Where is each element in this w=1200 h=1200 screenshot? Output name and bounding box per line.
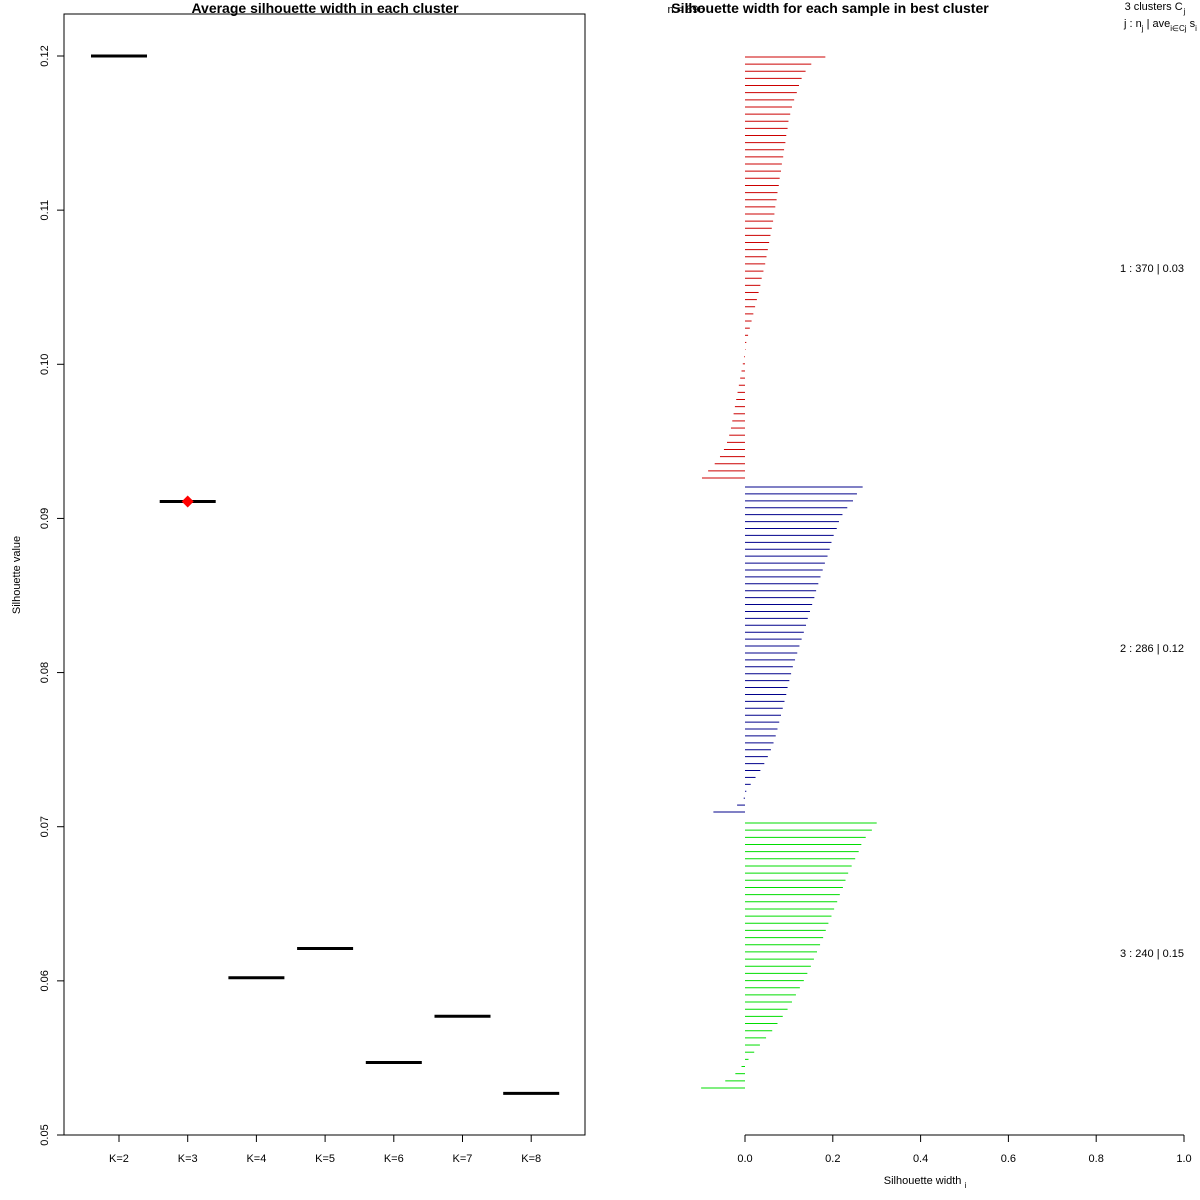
legend-entry-cluster-1: 1 : 370 | 0.03: [1120, 263, 1184, 275]
legend-entries: 1 : 370 | 0.03 2 : 286 | 0.12 3 : 240 | 0.…: [1120, 263, 1184, 960]
left-y-tick-label: 0.08: [39, 662, 51, 683]
legend-header-line2-sub3: i: [1195, 24, 1197, 33]
left-y-axis-label: Silhouette value: [11, 536, 23, 614]
left-y-tick-label: 0.11: [39, 200, 51, 221]
right-x-tick-label: 1.0: [1176, 1153, 1191, 1165]
legend-entry-cluster-3: 3 : 240 | 0.15: [1120, 948, 1184, 960]
left-x-tick-label: K=4: [246, 1153, 266, 1165]
right-chart-title: Silhouette width for each sample in best…: [671, 0, 989, 16]
left-y-tick-label: 0.07: [39, 816, 51, 837]
legend-header-line2: j : nj | avei∈Cj si: [1123, 18, 1197, 33]
legend-header-line2-sub2: i∈Cj: [1170, 24, 1187, 33]
right-x-tick-label: 0.4: [913, 1153, 928, 1165]
left-y-tick-label: 0.06: [39, 970, 51, 991]
left-x-tick-label: K=5: [315, 1153, 335, 1165]
right-chart-subtitle: n = 896: [667, 4, 704, 16]
legend-header-line2-suffix: s: [1187, 18, 1196, 30]
left-chart-marks: [91, 54, 560, 1095]
right-x-axis: 0.0 0.2 0.4 0.6 0.8 1.0: [737, 1134, 1192, 1165]
left-y-tick-label: 0.09: [39, 508, 51, 529]
legend-entry-cluster-2: 2 : 286 | 0.12: [1120, 643, 1184, 655]
left-chart-title: Average silhouette width in each cluster: [191, 0, 459, 16]
right-x-tick-label: 0.0: [737, 1153, 752, 1165]
left-x-tick-label: K=8: [521, 1153, 541, 1165]
cluster-legend: 3 clusters Cj j : nj | avei∈Cj si 1 : 37…: [1120, 1, 1197, 960]
legend-header-line2-sub: j: [1141, 24, 1144, 33]
right-x-axis-label-main: Silhouette width: [884, 1175, 962, 1187]
left-x-tick-label: K=6: [384, 1153, 404, 1165]
legend-header-line1-text: 3 clusters C: [1125, 1, 1183, 13]
left-x-tick-label: K=3: [178, 1153, 198, 1165]
average-silhouette-chart: Average silhouette width in each cluster…: [11, 0, 586, 1165]
sample-silhouette-chart: Silhouette width for each sample in best…: [667, 0, 1197, 1190]
left-x-axis: K=2 K=3 K=4 K=5 K=6 K=7 K=8: [109, 1135, 541, 1165]
left-y-axis: 0.05 0.06 0.07 0.08 0.09 0.10 0.11 0.12: [39, 45, 65, 1146]
left-x-tick-label: K=7: [453, 1153, 473, 1165]
right-x-tick-label: 0.8: [1089, 1153, 1104, 1165]
best-k-diamond-marker: [181, 495, 194, 508]
legend-header-line1-sub: j: [1183, 7, 1186, 16]
right-chart-bars: [701, 56, 877, 1089]
left-x-tick-label: K=2: [109, 1153, 129, 1165]
right-x-tick-label: 0.6: [1001, 1153, 1016, 1165]
right-x-axis-label-sub: i: [964, 1181, 966, 1190]
right-x-tick-label: 0.2: [825, 1153, 840, 1165]
left-y-tick-label: 0.05: [39, 1124, 51, 1145]
left-y-tick-label: 0.12: [39, 45, 51, 66]
right-x-axis-label: Silhouette width i: [884, 1175, 967, 1190]
legend-header-line1: 3 clusters Cj: [1125, 1, 1186, 16]
left-y-tick-label: 0.10: [39, 354, 51, 375]
legend-header-line2-mid: | ave: [1144, 18, 1171, 30]
legend-header-line2-prefix: j : n: [1123, 18, 1142, 30]
